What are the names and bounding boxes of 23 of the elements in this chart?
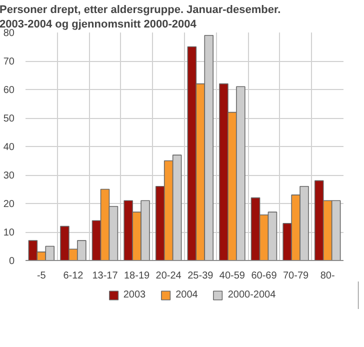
legend-label: 2003 (123, 290, 146, 300)
x-tick-label: 70-79 (283, 270, 310, 282)
y-tick-label: 10 (3, 228, 15, 238)
x-tick-label: 40-59 (219, 270, 246, 282)
y-tick-label: 60 (3, 85, 15, 96)
x-tick-label: 25-39 (188, 270, 214, 282)
y-tick-label: 80 (3, 28, 15, 39)
y-tick-label: 40 (3, 142, 15, 153)
y-tick-label: 0 (8, 256, 15, 267)
x-tick-label: 80- (320, 270, 335, 282)
y-tick-label: 30 (3, 170, 15, 182)
x-tick-label: 6-12 (63, 270, 84, 282)
x-tick-label: 60-69 (251, 270, 278, 282)
y-tick-label: 70 (3, 56, 15, 68)
x-tick-label: -5 (36, 270, 46, 282)
x-tick-label: 18-19 (124, 270, 150, 282)
y-tick-label: 50 (3, 114, 15, 124)
x-tick-label: 20-24 (156, 270, 182, 282)
chart-title: Personer drept, etter aldersgruppe. Januar-desember. 2003-2004 og gjennomsnitt 2000-2004 (0, 4, 281, 30)
legend-label: 2000-2004 (228, 290, 276, 300)
y-tick-label: 20 (3, 199, 15, 210)
legend-label: 2004 (176, 290, 198, 300)
x-tick-label: 13-17 (92, 270, 118, 282)
